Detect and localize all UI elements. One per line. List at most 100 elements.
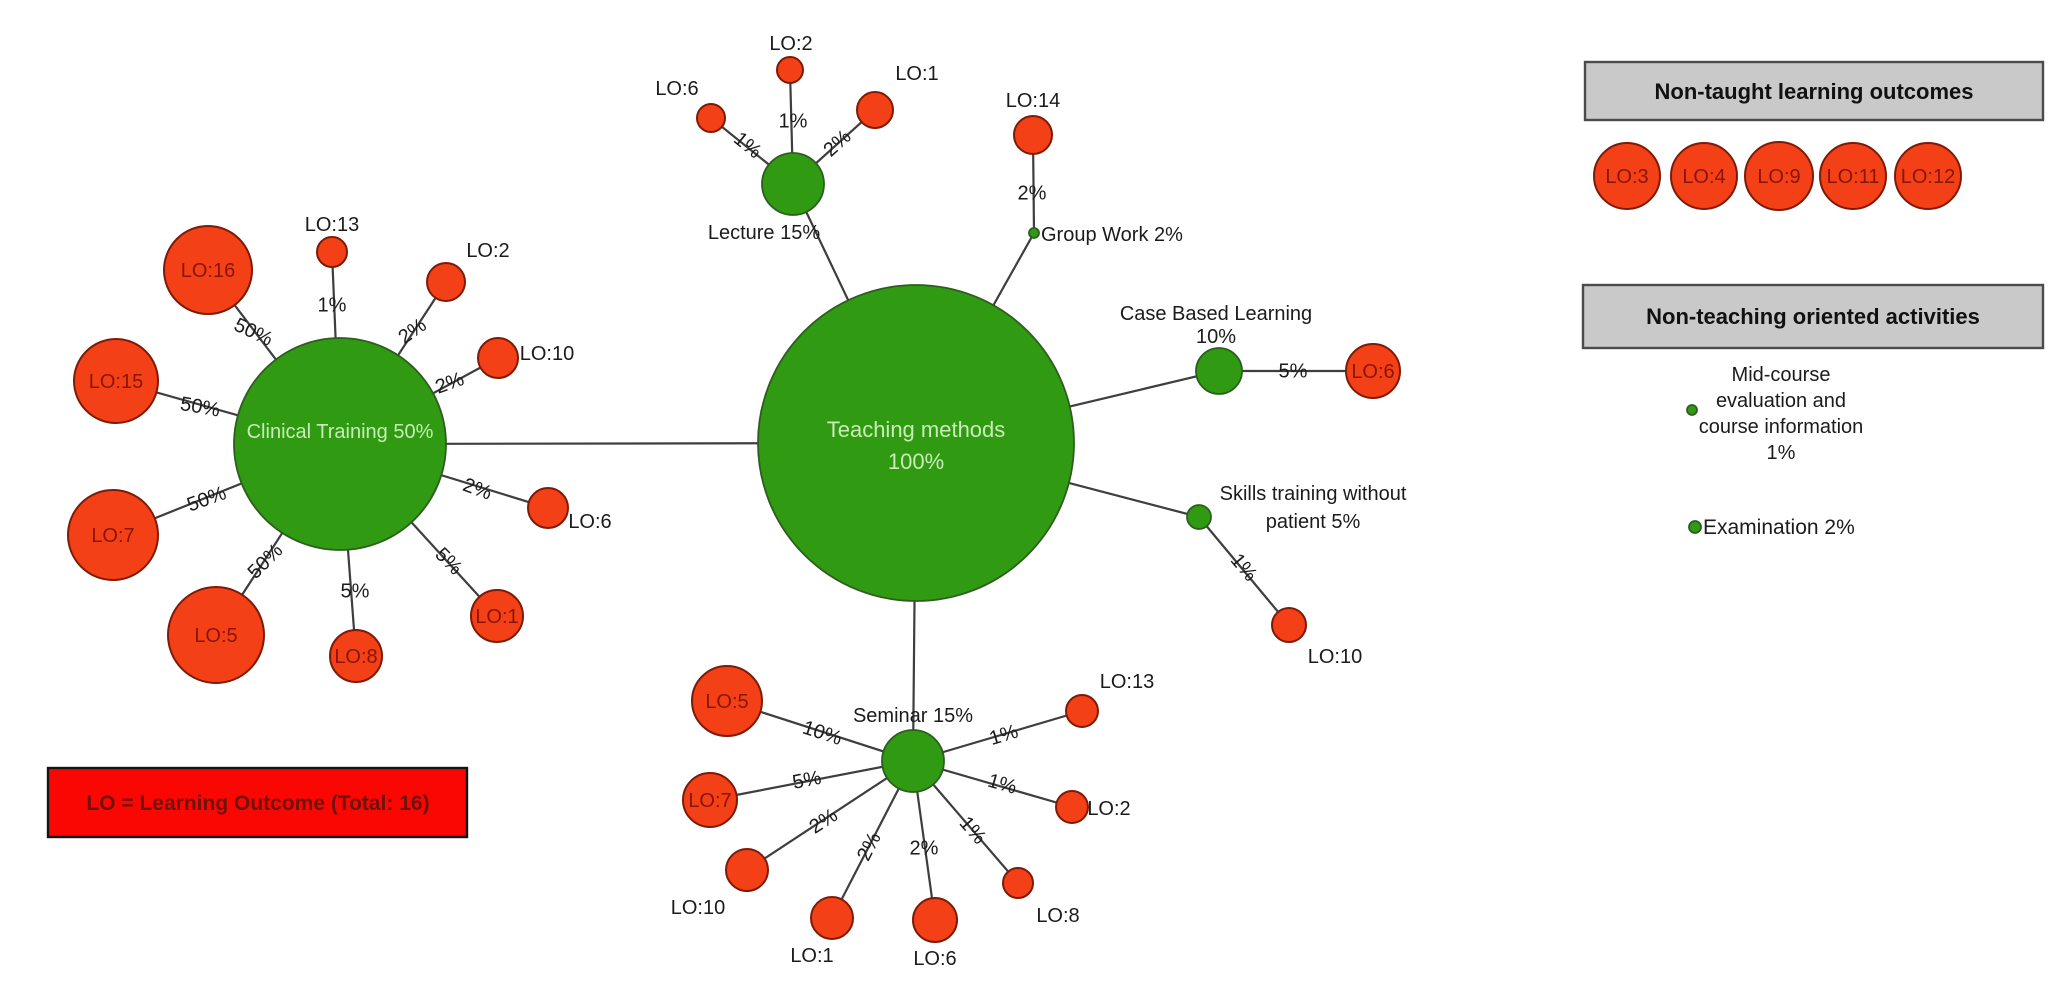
label-cl_lo7: LO:7 bbox=[91, 525, 134, 547]
label-teaching-line1: Teaching methods bbox=[827, 417, 1006, 442]
node-nt_lo9 bbox=[1744, 141, 1814, 211]
node-sk_lo10 bbox=[1271, 607, 1307, 643]
node-cl_lo5 bbox=[167, 586, 265, 684]
label-skills-line2: patient 5% bbox=[1266, 511, 1361, 533]
node-sem_lo8 bbox=[1002, 867, 1034, 899]
label-gw_lo14: LO:14 bbox=[1006, 90, 1060, 112]
node-nt_lo3 bbox=[1593, 142, 1661, 210]
label-act_midcourse-line1: Mid-course bbox=[1732, 364, 1831, 386]
node-gw_lo14 bbox=[1013, 115, 1053, 155]
label-sem_lo8: LO:8 bbox=[1036, 905, 1079, 927]
edge-percent-seminar-sem_lo10: 2% bbox=[805, 804, 841, 838]
node-sem_lo5 bbox=[691, 665, 763, 737]
node-sem_lo1 bbox=[810, 896, 854, 940]
edge-percent-clinical-cl_lo10: 2% bbox=[432, 368, 467, 399]
label-sem_lo1: LO:1 bbox=[790, 945, 833, 967]
node-sem_lo13 bbox=[1065, 694, 1099, 728]
edge-seminar-sem_lo10 bbox=[746, 760, 914, 871]
node-cl_lo8 bbox=[329, 629, 383, 683]
label-cl_lo2: LO:2 bbox=[466, 240, 509, 262]
node-nt_lo11 bbox=[1819, 142, 1887, 210]
edge-percent-seminar-sem_lo6: 2% bbox=[910, 837, 939, 859]
label-cl_lo6: LO:6 bbox=[568, 511, 611, 533]
label-lecture: Lecture 15% bbox=[708, 222, 821, 244]
edge-percent-clinical-cl_lo16: 50% bbox=[231, 314, 277, 351]
node-lec_lo1 bbox=[856, 91, 894, 129]
label-sem_lo5: LO:5 bbox=[705, 691, 748, 713]
node-clinical bbox=[233, 337, 447, 551]
node-cl_lo2 bbox=[426, 262, 466, 302]
edge-percent-lecture-lec_lo2: 1% bbox=[779, 110, 808, 132]
label-sem_lo6: LO:6 bbox=[913, 948, 956, 970]
node-cbl_lo6 bbox=[1345, 343, 1401, 399]
node-groupwork bbox=[1028, 227, 1040, 239]
label-sem_lo2: LO:2 bbox=[1087, 798, 1130, 820]
label-nt_lo4: LO:4 bbox=[1682, 166, 1725, 188]
label-cl_lo16: LO:16 bbox=[181, 260, 235, 282]
node-sem_lo6 bbox=[912, 897, 958, 943]
edge-percent-clinical-cl_lo7: 50% bbox=[184, 482, 229, 516]
label-nt_lo11: LO:11 bbox=[1827, 166, 1880, 188]
node-cl_lo7 bbox=[67, 489, 159, 581]
label-cl_lo1: LO:1 bbox=[475, 606, 518, 628]
edge-percent-clinical-cl_lo2: 2% bbox=[394, 314, 430, 349]
edge-percent-groupwork-gw_lo14: 2% bbox=[1018, 182, 1047, 204]
label-lec_lo2: LO:2 bbox=[769, 33, 812, 55]
non-taught-panel-header-title: Non-taught learning outcomes bbox=[1655, 79, 1974, 104]
edge-percent-seminar-sem_lo1: 2% bbox=[853, 829, 886, 865]
label-cl_lo13: LO:13 bbox=[305, 214, 359, 236]
label-nt_lo9: LO:9 bbox=[1757, 166, 1800, 188]
node-cbl bbox=[1195, 347, 1243, 395]
node-cl_lo15 bbox=[73, 338, 159, 424]
node-lec_lo6 bbox=[696, 103, 726, 133]
label-cbl-line2: 10% bbox=[1196, 326, 1236, 348]
edge-percent-clinical-cl_lo5: 50% bbox=[244, 539, 288, 583]
edge-seminar-sem_lo7 bbox=[709, 759, 914, 802]
label-sk_lo10: LO:10 bbox=[1308, 646, 1362, 668]
node-act_exam bbox=[1688, 520, 1702, 534]
label-act_exam: Examination 2% bbox=[1703, 516, 1855, 539]
label-sem_lo13: LO:13 bbox=[1100, 671, 1154, 693]
label-nt_lo3: LO:3 bbox=[1605, 166, 1648, 188]
label-act_midcourse-line2: evaluation and bbox=[1716, 390, 1846, 412]
label-lec_lo1: LO:1 bbox=[895, 63, 938, 85]
label-nt_lo12: LO:12 bbox=[1901, 166, 1955, 188]
label-sem_lo10: LO:10 bbox=[671, 897, 725, 919]
node-teaching bbox=[757, 284, 1075, 602]
edge-percent-clinical-cl_lo15: 50% bbox=[179, 393, 222, 422]
label-groupwork: Group Work 2% bbox=[1041, 224, 1183, 246]
lo-legend-box bbox=[46, 766, 469, 839]
label-lec_lo6: LO:6 bbox=[655, 78, 698, 100]
node-lecture bbox=[761, 152, 825, 216]
node-nt_lo4 bbox=[1670, 142, 1738, 210]
edge-skills-sk_lo10 bbox=[1198, 516, 1290, 626]
edge-percent-seminar-sem_lo13: 1% bbox=[987, 721, 1021, 751]
edge-percent-seminar-sem_lo7: 5% bbox=[791, 767, 824, 794]
node-cl_lo10 bbox=[477, 337, 519, 379]
node-cl_lo16 bbox=[163, 225, 253, 315]
label-sem_lo7: LO:7 bbox=[688, 790, 731, 812]
non-teaching-panel-header-title: Non-teaching oriented activities bbox=[1646, 304, 1980, 329]
node-skills bbox=[1186, 504, 1212, 530]
non-teaching-panel-header bbox=[1581, 283, 2045, 350]
edge-percent-clinical-cl_lo8: 5% bbox=[341, 580, 370, 602]
node-sem_lo2 bbox=[1055, 790, 1089, 824]
label-teaching-line2: 100% bbox=[888, 449, 944, 474]
label-cl_lo10: LO:10 bbox=[520, 343, 574, 365]
edge-percent-clinical-cl_lo13: 1% bbox=[318, 294, 347, 316]
label-clinical: Clinical Training 50% bbox=[247, 421, 434, 443]
label-seminar: Seminar 15% bbox=[853, 705, 973, 727]
non-taught-panel-header bbox=[1583, 60, 2045, 122]
node-cl_lo1 bbox=[470, 589, 524, 643]
node-cl_lo6 bbox=[527, 487, 569, 529]
label-cl_lo8: LO:8 bbox=[334, 646, 377, 668]
node-sem_lo7 bbox=[682, 772, 738, 828]
node-nt_lo12 bbox=[1894, 142, 1962, 210]
label-act_midcourse-line4: 1% bbox=[1767, 442, 1796, 464]
node-sem_lo10 bbox=[725, 848, 769, 892]
node-cl_lo13 bbox=[316, 236, 348, 268]
edge-percent-cbl-cbl_lo6: 5% bbox=[1279, 360, 1308, 382]
label-cl_lo15: LO:15 bbox=[89, 371, 143, 393]
